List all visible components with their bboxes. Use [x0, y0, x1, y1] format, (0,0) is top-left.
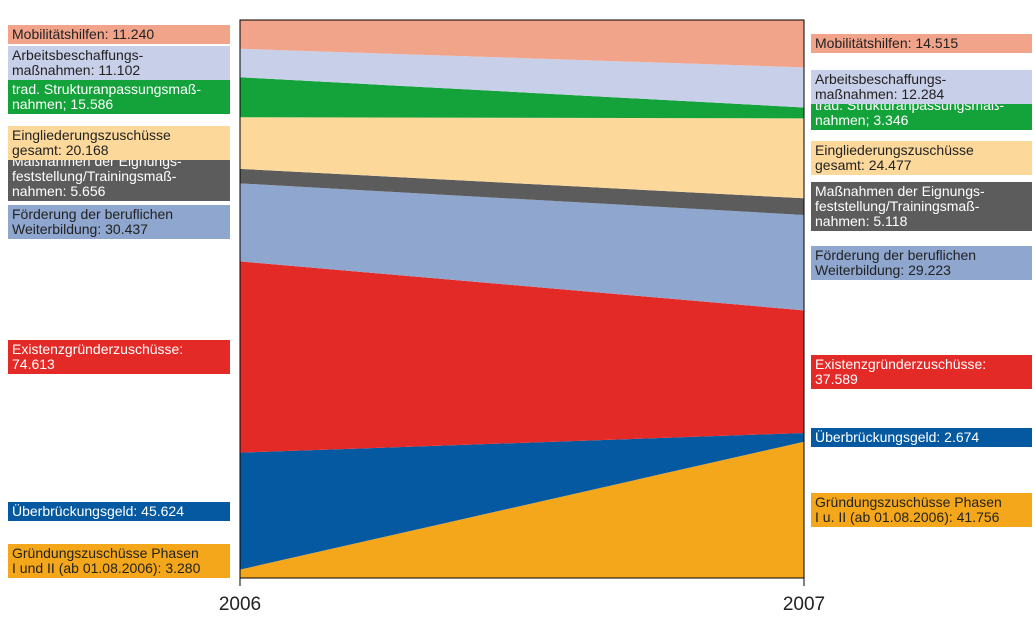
- plot-frame: [239, 19, 805, 579]
- x-tick-label-2007: 2007: [782, 594, 826, 615]
- label-mobil-2006: Mobilitätshilfen: 11.240: [8, 24, 230, 44]
- area-arbeit: [240, 48, 804, 108]
- area-eingliederung: [240, 117, 804, 199]
- label-arbeit-2007: Arbeitsbeschaffungs- maßnahmen: 12.284: [811, 70, 1032, 105]
- label-weiterbildung-2007: Förderung der beruflichen Weiterbildung:…: [811, 245, 1032, 280]
- label-weiterbildung-2006: Förderung der beruflichen Weiterbildung:…: [8, 205, 230, 240]
- label-mobil-2007: Mobilitätshilfen: 14.515: [811, 34, 1032, 54]
- area-weiterbildung: [240, 183, 804, 311]
- label-ueberbrueckung-2007: Überbrückungsgeld: 2.674: [811, 427, 1032, 447]
- area-ueberbrueckung: [240, 433, 804, 570]
- label-ueberbrueckung-2006: Überbrückungsgeld: 45.624: [8, 501, 230, 521]
- area-gruendung: [240, 441, 804, 578]
- label-eingliederung-2007: Eingliederungszuschüsse gesamt: 24.477: [811, 141, 1032, 176]
- area-existenz: [240, 261, 804, 453]
- area-layer: [240, 20, 804, 578]
- label-arbeit-2006: Arbeitsbeschaffungs- maßnahmen: 11.102: [8, 46, 230, 81]
- label-eignung-2007: Maßnahmen der Eignungs- feststellung/Tra…: [811, 182, 1032, 232]
- label-existenz-2007: Existenzgründerzuschüsse: 37.589: [811, 354, 1032, 389]
- label-eingliederung-2006: Eingliederungszuschüsse gesamt: 20.168: [8, 126, 230, 161]
- label-gruendung-2007: Gründungszuschüsse Phasen I u. II (ab 01…: [811, 492, 1032, 527]
- area-mobil: [240, 20, 804, 68]
- area-struktur: [240, 77, 804, 119]
- x-tick-label-2006: 2006: [218, 594, 262, 615]
- label-gruendung-2006: Gründungszuschüsse Phasen I und II (ab 0…: [8, 544, 230, 578]
- label-existenz-2006: Existenzgründerzuschüsse: 74.613: [8, 340, 230, 375]
- area-eignung: [240, 168, 804, 215]
- label-struktur-2006: trad. Strukturanpassungsmaß- nahmen; 15.…: [8, 80, 230, 115]
